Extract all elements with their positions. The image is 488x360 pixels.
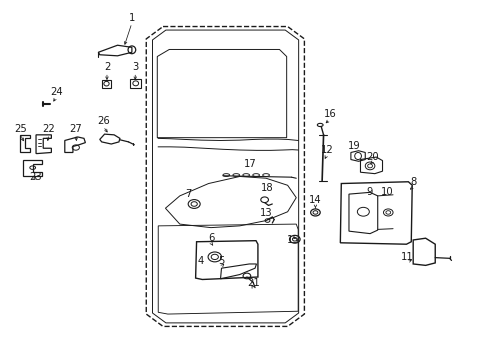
Text: 15: 15 xyxy=(286,235,299,245)
Text: 20: 20 xyxy=(366,152,379,162)
Text: 6: 6 xyxy=(207,233,214,243)
Text: 8: 8 xyxy=(409,177,415,187)
Text: 7: 7 xyxy=(184,189,191,199)
Text: 13: 13 xyxy=(259,208,272,218)
Text: 5: 5 xyxy=(218,256,224,266)
Text: 9: 9 xyxy=(366,187,372,197)
Text: 19: 19 xyxy=(346,141,359,151)
Text: 12: 12 xyxy=(320,145,333,154)
Text: 22: 22 xyxy=(42,124,55,134)
Text: 2: 2 xyxy=(103,62,110,72)
Text: 10: 10 xyxy=(380,187,393,197)
Text: 14: 14 xyxy=(308,195,321,206)
Text: 1: 1 xyxy=(128,13,135,23)
Text: 18: 18 xyxy=(261,183,273,193)
Bar xyxy=(102,80,111,87)
Text: 26: 26 xyxy=(97,116,109,126)
Text: 25: 25 xyxy=(14,124,26,134)
Bar xyxy=(130,79,141,87)
Text: 23: 23 xyxy=(29,172,41,182)
Text: 24: 24 xyxy=(50,87,62,97)
Text: 27: 27 xyxy=(69,124,82,134)
Text: 17: 17 xyxy=(244,159,256,169)
Text: 3: 3 xyxy=(132,62,138,72)
Text: 21: 21 xyxy=(246,278,259,288)
Text: 16: 16 xyxy=(323,109,335,119)
Text: 4: 4 xyxy=(197,256,203,266)
Text: 11: 11 xyxy=(400,252,413,262)
